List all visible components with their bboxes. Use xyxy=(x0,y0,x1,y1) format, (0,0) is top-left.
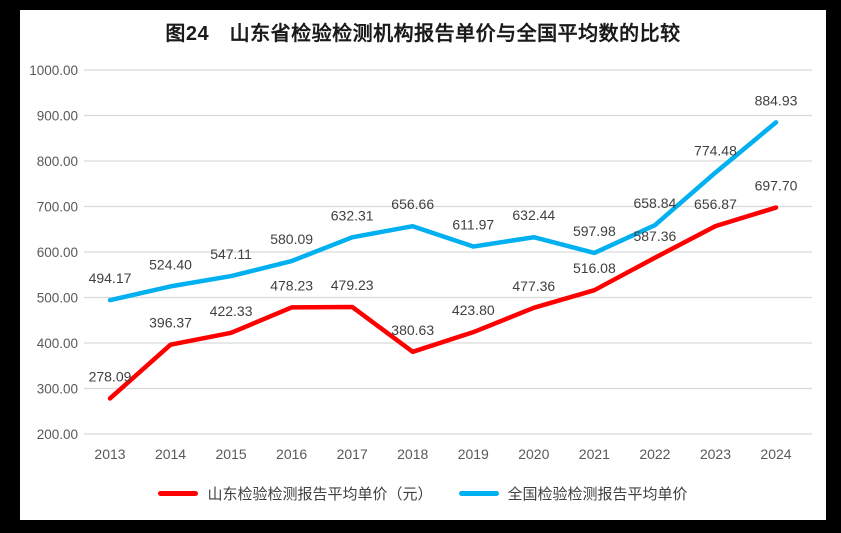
x-axis-tick-label: 2022 xyxy=(639,446,670,462)
x-axis-tick-label: 2017 xyxy=(337,446,368,462)
data-label: 632.44 xyxy=(512,207,555,223)
data-label: 656.66 xyxy=(391,196,434,212)
data-label: 587.36 xyxy=(633,228,676,244)
data-label: 524.40 xyxy=(149,256,192,272)
x-axis-tick-label: 2019 xyxy=(458,446,489,462)
legend-item-national: 全国检验检测报告平均单价 xyxy=(458,483,688,504)
y-axis-tick-label: 700.00 xyxy=(37,200,78,215)
legend-item-shandong: 山东检验检测报告平均单价（元） xyxy=(158,483,433,504)
y-axis-tick-label: 800.00 xyxy=(37,154,78,169)
data-label: 774.48 xyxy=(694,143,737,159)
x-axis-tick-label: 2015 xyxy=(216,446,247,462)
legend-line-swatch-national xyxy=(458,491,499,496)
x-axis-tick-label: 2013 xyxy=(94,446,125,462)
x-axis-tick-label: 2014 xyxy=(155,446,186,462)
series-line-national xyxy=(107,120,779,303)
data-label: 423.80 xyxy=(452,302,495,318)
data-label: 656.87 xyxy=(694,196,737,212)
legend-label-national: 全国检验检测报告平均单价 xyxy=(507,486,688,503)
data-label: 632.31 xyxy=(331,207,374,223)
legend-line-swatch-shandong xyxy=(158,491,199,496)
data-label: 494.17 xyxy=(89,270,132,286)
data-label: 477.36 xyxy=(512,278,555,294)
data-label: 479.23 xyxy=(331,277,374,293)
y-axis-tick-label: 500.00 xyxy=(37,291,78,306)
x-axis-tick-label: 2020 xyxy=(518,446,549,462)
y-axis-tick-label: 200.00 xyxy=(37,427,78,442)
data-label: 396.37 xyxy=(149,315,192,331)
y-axis-tick-label: 1000.00 xyxy=(29,63,78,78)
chart-title: 图24 山东省检验检测机构报告单价与全国平均数的比较 xyxy=(165,23,681,45)
data-label: 547.11 xyxy=(210,246,252,262)
data-label: 697.70 xyxy=(755,178,798,194)
x-axis-tick-label: 2024 xyxy=(760,446,791,462)
data-label: 278.09 xyxy=(89,368,132,384)
data-label: 478.23 xyxy=(270,277,313,293)
data-label: 611.97 xyxy=(452,217,494,233)
chart-surface xyxy=(20,10,826,520)
data-label: 580.09 xyxy=(270,231,313,247)
y-axis-tick-label: 300.00 xyxy=(37,382,78,397)
x-axis-tick-label: 2023 xyxy=(700,446,731,462)
data-label: 422.33 xyxy=(210,303,253,319)
y-axis-tick-label: 400.00 xyxy=(37,336,78,351)
data-label: 658.84 xyxy=(633,195,676,211)
y-axis-tick-label: 900.00 xyxy=(37,109,78,124)
x-axis-tick-label: 2016 xyxy=(276,446,307,462)
data-label: 884.93 xyxy=(755,92,798,108)
legend-label-shandong: 山东检验检测报告平均单价（元） xyxy=(207,486,433,503)
data-label: 597.98 xyxy=(573,223,616,239)
x-axis-tick-label: 2018 xyxy=(397,446,428,462)
data-label: 380.63 xyxy=(391,322,434,338)
x-axis-tick-label: 2021 xyxy=(579,446,610,462)
data-label: 516.08 xyxy=(573,260,616,276)
chart-legend: 山东检验检测报告平均单价（元） 全国检验检测报告平均单价 xyxy=(20,483,826,504)
series-line-shandong xyxy=(107,205,779,401)
y-axis-tick-label: 600.00 xyxy=(37,245,78,260)
